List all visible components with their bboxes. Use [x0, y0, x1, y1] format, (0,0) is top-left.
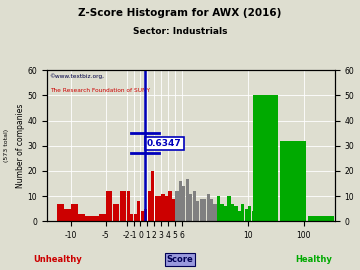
- Bar: [168, 191, 172, 221]
- Bar: [217, 196, 220, 221]
- Text: ©www.textbiz.org,: ©www.textbiz.org,: [50, 73, 105, 79]
- Y-axis label: Number of companies: Number of companies: [15, 104, 24, 188]
- Text: (573 total): (573 total): [4, 129, 9, 162]
- Bar: [137, 201, 140, 221]
- Bar: [151, 171, 154, 221]
- Text: Unhealthy: Unhealthy: [33, 255, 82, 264]
- Text: Z-Score Histogram for AWX (2016): Z-Score Histogram for AWX (2016): [78, 8, 282, 18]
- Text: 0.6347: 0.6347: [147, 139, 182, 148]
- Bar: [71, 204, 78, 221]
- Bar: [196, 201, 199, 221]
- Bar: [248, 206, 251, 221]
- Bar: [199, 199, 203, 221]
- Text: The Research Foundation of SUNY: The Research Foundation of SUNY: [50, 88, 150, 93]
- Bar: [186, 178, 189, 221]
- Bar: [193, 191, 196, 221]
- Bar: [175, 191, 179, 221]
- Bar: [241, 204, 244, 221]
- Text: Sector: Industrials: Sector: Industrials: [133, 27, 227, 36]
- Bar: [172, 199, 175, 221]
- Bar: [220, 204, 224, 221]
- Bar: [280, 141, 306, 221]
- Bar: [64, 209, 71, 221]
- Bar: [234, 206, 238, 221]
- Bar: [189, 194, 192, 221]
- Bar: [245, 209, 248, 221]
- Bar: [308, 216, 334, 221]
- Bar: [127, 191, 130, 221]
- Bar: [238, 211, 241, 221]
- Text: Score: Score: [167, 255, 193, 264]
- Bar: [141, 211, 144, 221]
- Bar: [158, 196, 161, 221]
- Bar: [213, 204, 217, 221]
- Bar: [253, 95, 278, 221]
- Bar: [113, 204, 120, 221]
- Bar: [255, 206, 258, 221]
- Bar: [165, 196, 168, 221]
- Bar: [179, 181, 182, 221]
- Bar: [228, 196, 230, 221]
- Bar: [252, 211, 255, 221]
- Bar: [134, 214, 137, 221]
- Bar: [144, 209, 147, 221]
- Bar: [106, 191, 112, 221]
- Bar: [210, 199, 213, 221]
- Bar: [148, 191, 151, 221]
- Bar: [78, 214, 85, 221]
- Bar: [207, 194, 210, 221]
- Bar: [130, 214, 134, 221]
- Bar: [161, 194, 165, 221]
- Bar: [120, 191, 126, 221]
- Bar: [224, 206, 227, 221]
- Bar: [99, 214, 105, 221]
- Text: Healthy: Healthy: [295, 255, 332, 264]
- Bar: [203, 199, 206, 221]
- Bar: [58, 204, 64, 221]
- Bar: [154, 196, 158, 221]
- Bar: [182, 186, 185, 221]
- Bar: [231, 204, 234, 221]
- Bar: [85, 216, 92, 221]
- Bar: [92, 216, 99, 221]
- Bar: [258, 209, 262, 221]
